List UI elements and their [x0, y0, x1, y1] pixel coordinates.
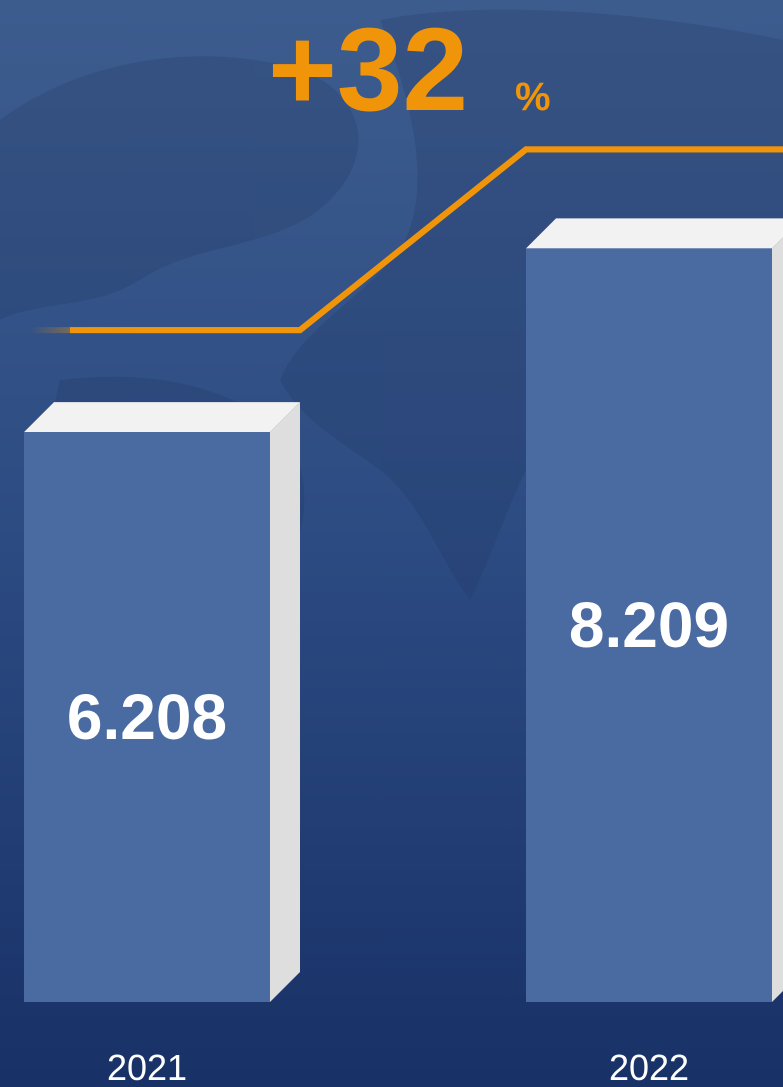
annotation-unit: % — [515, 75, 551, 119]
trend-line-solid — [70, 146, 783, 334]
x-tick-label: 2021 — [107, 1047, 187, 1087]
bar-side — [270, 402, 300, 1002]
value-label: 8.209 — [569, 589, 729, 661]
annotation-value: +32 — [268, 4, 468, 136]
bar — [526, 248, 772, 1002]
x-tick-label: 2022 — [609, 1047, 689, 1087]
bar — [24, 432, 270, 1002]
bar-top — [24, 402, 300, 433]
value-label: 6.208 — [67, 681, 227, 753]
bar-side — [772, 237, 783, 1002]
bar-top — [526, 218, 783, 249]
